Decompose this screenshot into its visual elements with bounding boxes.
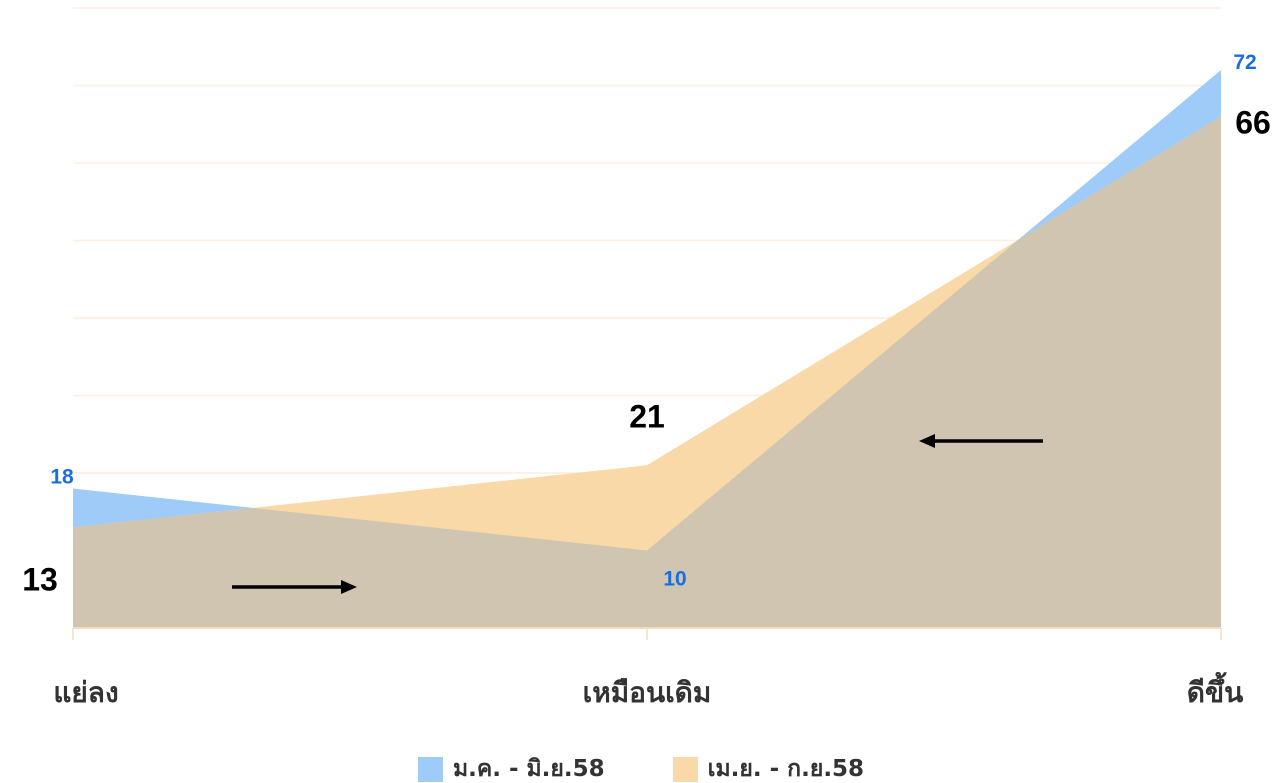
legend-item-series-0: ม.ค. - มิ.ย.58	[417, 756, 605, 783]
arrow-right-annotation	[232, 580, 357, 594]
area-chart: 18 10 72 13 21 66 แย่ลง เหมือนเดิม ดีขึ้น	[22, 7, 1271, 709]
data-labels: 18 10 72 13 21 66	[22, 51, 1271, 597]
data-label-series-1-2: 66	[1235, 105, 1271, 141]
legend-label-series-1: เม.ย. - ก.ย.58	[707, 756, 865, 782]
legend-item-series-1: เม.ย. - ก.ย.58	[672, 756, 865, 783]
data-label-series-0-0: 18	[50, 466, 74, 489]
gridlines	[73, 7, 1221, 552]
area-overlap	[73, 116, 1221, 628]
data-label-series-0-1: 10	[663, 568, 686, 591]
series-areas	[73, 70, 1221, 628]
x-tick-label-2: ดีขึ้น	[1187, 671, 1243, 709]
annotation-arrows	[232, 434, 1043, 594]
data-label-series-0-2: 72	[1233, 51, 1256, 74]
legend-label-series-0: ม.ค. - มิ.ย.58	[452, 756, 605, 782]
x-tick-labels: แย่ลง เหมือนเดิม ดีขึ้น	[53, 671, 1243, 709]
x-tick-label-1: เหมือนเดิม	[583, 676, 712, 709]
legend-swatch-series-0	[417, 757, 443, 782]
arrow-left-annotation	[919, 434, 1043, 448]
x-axis	[72, 627, 1222, 640]
legend-swatch-series-1	[672, 757, 698, 782]
legend: ม.ค. - มิ.ย.58 เม.ย. - ก.ย.58	[0, 756, 1282, 783]
data-label-series-1-0: 13	[22, 561, 58, 597]
x-tick-label-0: แย่ลง	[53, 676, 118, 709]
data-label-series-1-1: 21	[629, 398, 665, 434]
